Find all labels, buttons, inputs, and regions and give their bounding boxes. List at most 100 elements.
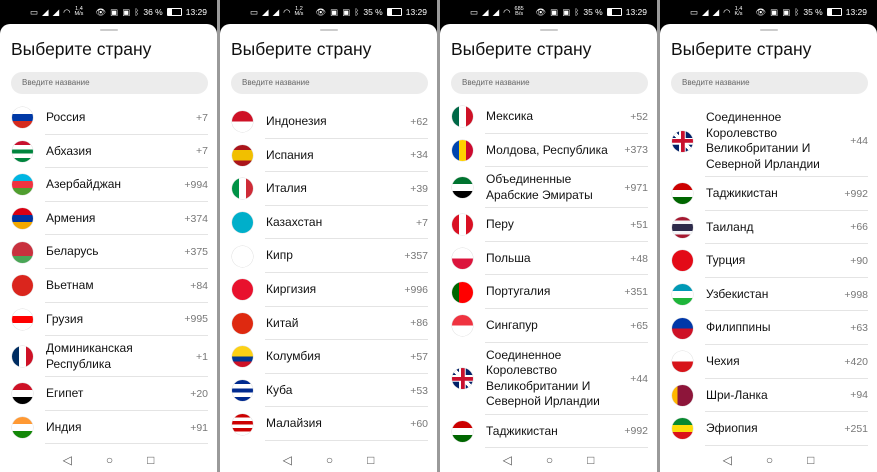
country-list-item[interactable]: Испания +34 xyxy=(220,139,437,173)
country-list-item[interactable]: Турция +90 xyxy=(660,244,877,278)
flag-icon xyxy=(232,144,253,166)
country-list-item[interactable]: Индия +91 xyxy=(0,411,217,445)
back-button[interactable]: ◁ xyxy=(62,453,72,467)
country-list-item[interactable]: Объединенные Арабские Эмираты +971 xyxy=(440,167,657,209)
recents-button[interactable]: □ xyxy=(367,453,375,467)
country-list-item[interactable]: Абхазия +7 xyxy=(0,135,217,169)
country-list-item[interactable]: Казахстан +7 xyxy=(220,206,437,240)
country-list-item[interactable]: Таджикистан +992 xyxy=(660,177,877,211)
status-right: 👁 ▣ ▣ ᛒ 35 % 13:29 xyxy=(755,7,867,18)
recents-button[interactable]: □ xyxy=(587,453,595,467)
country-list-item[interactable]: Польша +48 xyxy=(440,242,657,276)
country-list-item[interactable]: Узбекистан +998 xyxy=(660,278,877,312)
home-button[interactable]: ○ xyxy=(765,453,774,467)
dial-code: +20 xyxy=(190,387,208,400)
home-button[interactable]: ○ xyxy=(545,453,554,467)
country-list-item[interactable]: Молдова, Республика +373 xyxy=(440,134,657,168)
country-list-item[interactable]: Китай +86 xyxy=(220,307,437,341)
dial-code: +251 xyxy=(844,422,868,435)
signal-icon: ◢ xyxy=(482,6,489,17)
page-title: Выберите страну xyxy=(231,39,372,59)
country-name: Абхазия xyxy=(46,143,92,158)
country-list[interactable]: Россия +7 Абхазия +7 Азербайджан +994 Армения +… xyxy=(0,101,217,448)
country-list-item[interactable]: Соединенное Королевство Великобритании И… xyxy=(660,105,877,177)
vibrate-icon: ▣ xyxy=(782,6,791,17)
status-bar: ▭ ◢ ◢ ◠ 1,4 K/s 👁 ▣ ▣ ᛒ 35 % 13:29 xyxy=(660,0,877,24)
country-name: Таджикистан xyxy=(706,186,778,201)
country-list[interactable]: Соединенное Королевство Великобритании И… xyxy=(660,105,877,448)
country-list-item[interactable]: Куба +53 xyxy=(220,374,437,408)
country-list-item[interactable]: Армения +374 xyxy=(0,202,217,236)
country-name: Соединенное Королевство Великобритании И… xyxy=(486,347,600,409)
eye-icon: 👁 xyxy=(95,6,107,17)
flag-icon xyxy=(232,178,253,200)
country-name: Индия xyxy=(46,419,82,434)
country-list-item[interactable]: Вьетнам +84 xyxy=(0,269,217,303)
network-speed: 1,4 M/s xyxy=(75,6,84,17)
dial-code: +65 xyxy=(630,319,648,332)
country-list-item[interactable]: Колумбия +57 xyxy=(220,340,437,374)
country-list[interactable]: Мексика +52 Молдова, Республика +373 Объедин… xyxy=(440,100,657,448)
home-button[interactable]: ○ xyxy=(325,453,334,467)
drag-handle[interactable] xyxy=(99,29,118,31)
country-list-item[interactable]: Россия +7 xyxy=(0,101,217,135)
flag-icon xyxy=(452,139,473,161)
dial-code: +998 xyxy=(844,288,868,301)
country-list-item[interactable]: Азербайджан +994 xyxy=(0,168,217,202)
country-list-item[interactable]: Соединенное Королевство Великобритании И… xyxy=(440,343,657,415)
country-list-item[interactable]: Шри-Ланка +94 xyxy=(660,379,877,413)
drag-handle[interactable] xyxy=(539,29,558,31)
dial-code: +63 xyxy=(850,322,868,335)
status-right: 👁 ▣ ▣ ᛒ 36 % 13:29 xyxy=(95,7,207,18)
country-list-item[interactable]: Грузия +995 xyxy=(0,303,217,337)
speed-value: 1,4 xyxy=(75,6,83,12)
country-name: Шри-Ланка xyxy=(706,387,768,402)
search-input[interactable]: Введите название xyxy=(11,72,208,94)
back-button[interactable]: ◁ xyxy=(502,453,512,467)
country-list[interactable]: Индонезия +62 Испания +34 Италия +39 Казахстан… xyxy=(220,105,437,448)
nfc-icon: ▣ xyxy=(550,6,559,17)
flag-icon xyxy=(12,308,33,330)
battery-icon xyxy=(166,8,182,16)
country-list-item[interactable]: Египет +20 xyxy=(0,377,217,411)
country-list-item[interactable]: Малайзия +60 xyxy=(220,407,437,441)
drag-handle[interactable] xyxy=(319,29,338,31)
country-list-item[interactable]: Киргизия +996 xyxy=(220,273,437,307)
country-list-item[interactable]: Таиланд +66 xyxy=(660,211,877,245)
country-list-item[interactable]: Индонезия +62 xyxy=(220,105,437,139)
flag-icon xyxy=(452,248,473,270)
search-input[interactable]: Введите название xyxy=(671,72,868,94)
country-list-item[interactable]: Мексика +52 xyxy=(440,100,657,134)
back-button[interactable]: ◁ xyxy=(722,453,732,467)
country-list-item[interactable]: Сингапур +65 xyxy=(440,309,657,343)
country-list-item[interactable]: Италия +39 xyxy=(220,172,437,206)
back-button[interactable]: ◁ xyxy=(282,453,292,467)
home-button[interactable]: ○ xyxy=(105,453,114,467)
country-list-item[interactable]: Чехия +420 xyxy=(660,345,877,379)
flag-icon xyxy=(452,315,473,337)
country-list-item[interactable]: Перу +51 xyxy=(440,208,657,242)
country-name: Малайзия xyxy=(266,416,322,431)
country-list-item[interactable]: Филиппины +63 xyxy=(660,311,877,345)
wifi-icon: ◠ xyxy=(723,6,731,17)
flag-icon xyxy=(12,174,33,196)
recents-button[interactable]: □ xyxy=(807,453,815,467)
country-list-item[interactable]: Португалия +351 xyxy=(440,275,657,309)
country-list-item[interactable]: Кипр +357 xyxy=(220,239,437,273)
recents-button[interactable]: □ xyxy=(147,453,155,467)
flag-icon xyxy=(232,413,253,435)
search-input[interactable]: Введите название xyxy=(231,72,428,94)
battery-icon xyxy=(606,8,622,16)
country-list-item[interactable]: Беларусь +375 xyxy=(0,235,217,269)
network-speed: 1,4 K/s xyxy=(735,6,743,17)
battery-percent: 36 % xyxy=(143,7,163,17)
status-right: 👁 ▣ ▣ ᛒ 35 % 13:29 xyxy=(315,7,427,18)
country-list-item[interactable]: Эфиопия +251 xyxy=(660,412,877,446)
speed-unit: B/s xyxy=(515,11,524,17)
flag-icon xyxy=(672,216,693,238)
country-list-item[interactable]: Доминиканская Республика +1 xyxy=(0,336,217,378)
country-list-item[interactable]: Таджикистан +992 xyxy=(440,415,657,448)
bluetooth-icon: ᛒ xyxy=(354,7,360,17)
drag-handle[interactable] xyxy=(759,29,778,31)
search-input[interactable]: Введите название xyxy=(451,72,648,94)
